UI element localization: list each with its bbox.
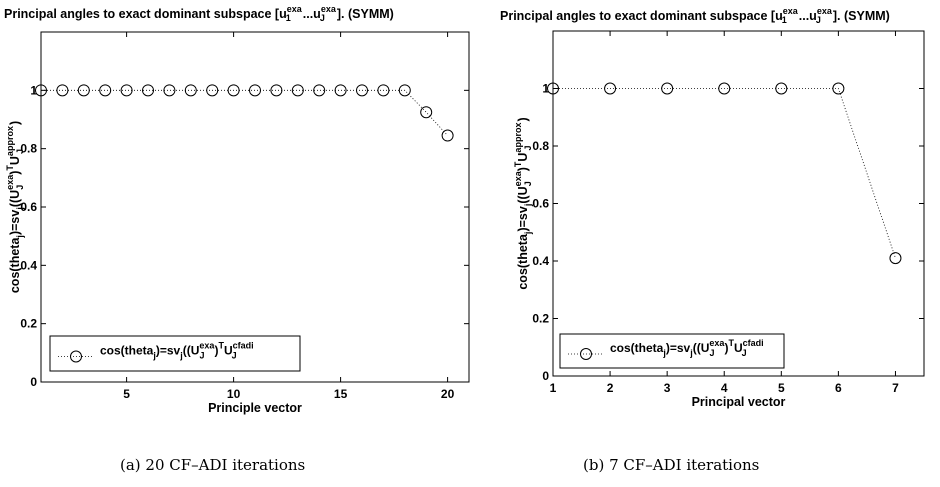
y-tick-label: 0: [542, 369, 549, 383]
data-point: [889, 252, 902, 265]
data-point: [775, 82, 788, 95]
caption-a: (a) 20 CF–ADI iterations: [120, 456, 306, 474]
data-point: [661, 82, 674, 95]
data-point: [142, 84, 154, 97]
legend: cos(thetaj)=svj((Uexa J)TUcfadi J: [559, 333, 785, 369]
chart-title: Principal angles to exact dominant subsp…: [4, 4, 394, 23]
data-point: [604, 82, 617, 95]
y-axis-label: cos(thetaj)=svj((UexaJ)TUapproxJ): [5, 121, 25, 293]
data-point: [184, 84, 197, 97]
x-axis-label: Principal vector: [692, 395, 786, 409]
x-tick-label: 6: [835, 381, 842, 395]
y-tick-label: 0.6: [532, 197, 549, 211]
x-tick-label: 3: [664, 381, 671, 395]
y-tick-label: 1: [30, 83, 37, 97]
data-point: [270, 84, 283, 97]
data-point: [291, 84, 304, 97]
legend: cos(thetaj)=svj((Uexa J)TUcfadi J: [49, 335, 301, 372]
data-point: [718, 82, 731, 95]
y-tick-label: 0.2: [532, 312, 549, 326]
y-tick-label: 0.2: [20, 317, 37, 331]
y-tick-label: 0.8: [20, 142, 37, 156]
data-point: [77, 84, 90, 97]
data-point: [334, 84, 347, 97]
x-tick-label: 1: [550, 381, 557, 395]
data-point: [56, 84, 69, 97]
chart-title: Principal angles to exact dominant subsp…: [500, 6, 890, 25]
data-point: [163, 84, 176, 97]
data-point: [35, 84, 47, 97]
data-point: [120, 84, 133, 97]
x-axis-label: Principle vector: [208, 401, 302, 415]
x-tick-label: 15: [334, 387, 348, 401]
data-point: [441, 129, 454, 142]
y-tick-label: 0: [30, 375, 37, 389]
caption-b: (b) 7 CF–ADI iterations: [583, 456, 760, 474]
series-line: [553, 88, 896, 259]
data-point: [99, 84, 112, 97]
legend-box: [49, 335, 301, 372]
series-line: [41, 89, 448, 136]
y-tick-label: 0.4: [532, 254, 549, 268]
data-point: [206, 84, 219, 97]
x-tick-label: 4: [721, 381, 728, 395]
data-point: [832, 82, 845, 95]
chart-panel-a: Principal angles to exact dominant subsp…: [4, 4, 470, 415]
data-point: [547, 82, 559, 95]
x-tick-label: 20: [441, 387, 455, 401]
x-tick-label: 10: [227, 387, 241, 401]
data-point: [249, 84, 261, 97]
x-tick-label: 5: [778, 381, 785, 395]
chart-panel-b: Principal angles to exact dominant subsp…: [500, 6, 925, 409]
legend-marker: [580, 348, 592, 360]
y-tick-label: 1: [542, 82, 549, 96]
legend-marker: [70, 350, 82, 363]
data-point: [377, 84, 390, 97]
x-tick-label: 5: [123, 387, 130, 401]
y-tick-label: 0.6: [20, 200, 37, 214]
data-point: [227, 84, 240, 97]
data-point: [420, 106, 433, 119]
y-axis-label: cos(thetaj)=svj((UexaJ)TUapproxJ): [513, 117, 533, 289]
data-point: [356, 84, 368, 97]
y-tick-label: 0.8: [532, 139, 549, 153]
legend-box: [559, 333, 785, 369]
data-point: [313, 84, 326, 97]
legend-label: cos(thetaj)=svj((Uexa J)TUcfadi J: [100, 341, 254, 361]
data-point: [398, 84, 411, 97]
y-tick-label: 0.4: [20, 258, 37, 272]
x-tick-label: 7: [892, 381, 899, 395]
legend-label: cos(thetaj)=svj((Uexa J)TUcfadi J: [610, 338, 764, 358]
x-tick-label: 2: [607, 381, 614, 395]
